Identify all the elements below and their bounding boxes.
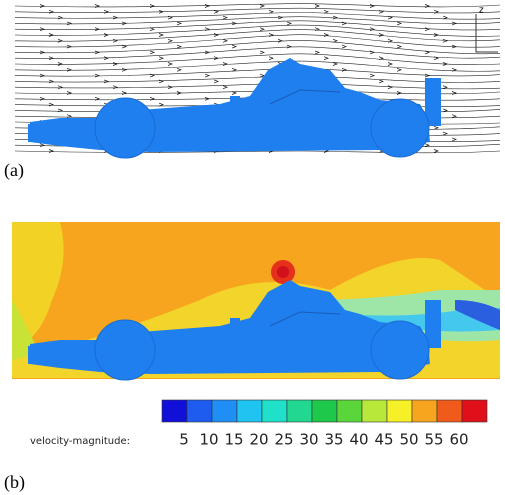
color-swatch	[387, 400, 412, 422]
color-swatch	[337, 400, 362, 422]
color-swatch	[162, 400, 187, 422]
contour-panel	[12, 222, 500, 380]
figure: z (a) 5 10 15 20 25 30 35 40 45 50 55 60 velocity-m…	[0, 0, 505, 495]
colorbar-tick-label: 25	[274, 431, 293, 449]
color-swatch	[237, 400, 262, 422]
color-swatch	[362, 400, 387, 422]
color-swatch	[412, 400, 437, 422]
colorbar-tick-label: 20	[249, 431, 268, 449]
color-swatch	[437, 400, 462, 422]
panel-caption: (b)	[4, 472, 25, 493]
colorbar-tick-label: 30	[299, 431, 318, 449]
colorbar-tick-label: 10	[199, 431, 218, 449]
streamline-panel: z	[15, 0, 500, 158]
colorbar-tick-label: 15	[224, 431, 243, 449]
page: z (a) 5 10 15 20 25 30 35 40 45 50 55 60 velocity-m…	[0, 0, 505, 495]
axis-label: z	[479, 6, 484, 16]
colorbar-tick-label: 5	[179, 431, 189, 449]
color-swatch	[462, 400, 487, 422]
colorbar-tick-label: 50	[399, 431, 418, 449]
colorbar-tick-label: 45	[374, 431, 393, 449]
panel-caption: (a)	[4, 160, 24, 181]
colorbar-tick-label: 40	[349, 431, 368, 449]
colorbar-label: velocity-magnitude:	[30, 436, 130, 447]
colorbar-tick-label: 35	[324, 431, 343, 449]
colorbar: 5 10 15 20 25 30 35 40 45 50 55 60	[162, 400, 487, 449]
color-swatch	[212, 400, 237, 422]
color-swatch	[287, 400, 312, 422]
color-swatch	[312, 400, 337, 422]
color-swatch	[187, 400, 212, 422]
colorbar-tick-label: 55	[424, 431, 443, 449]
colorbar-tick-label: 60	[449, 431, 468, 449]
color-swatch	[262, 400, 287, 422]
